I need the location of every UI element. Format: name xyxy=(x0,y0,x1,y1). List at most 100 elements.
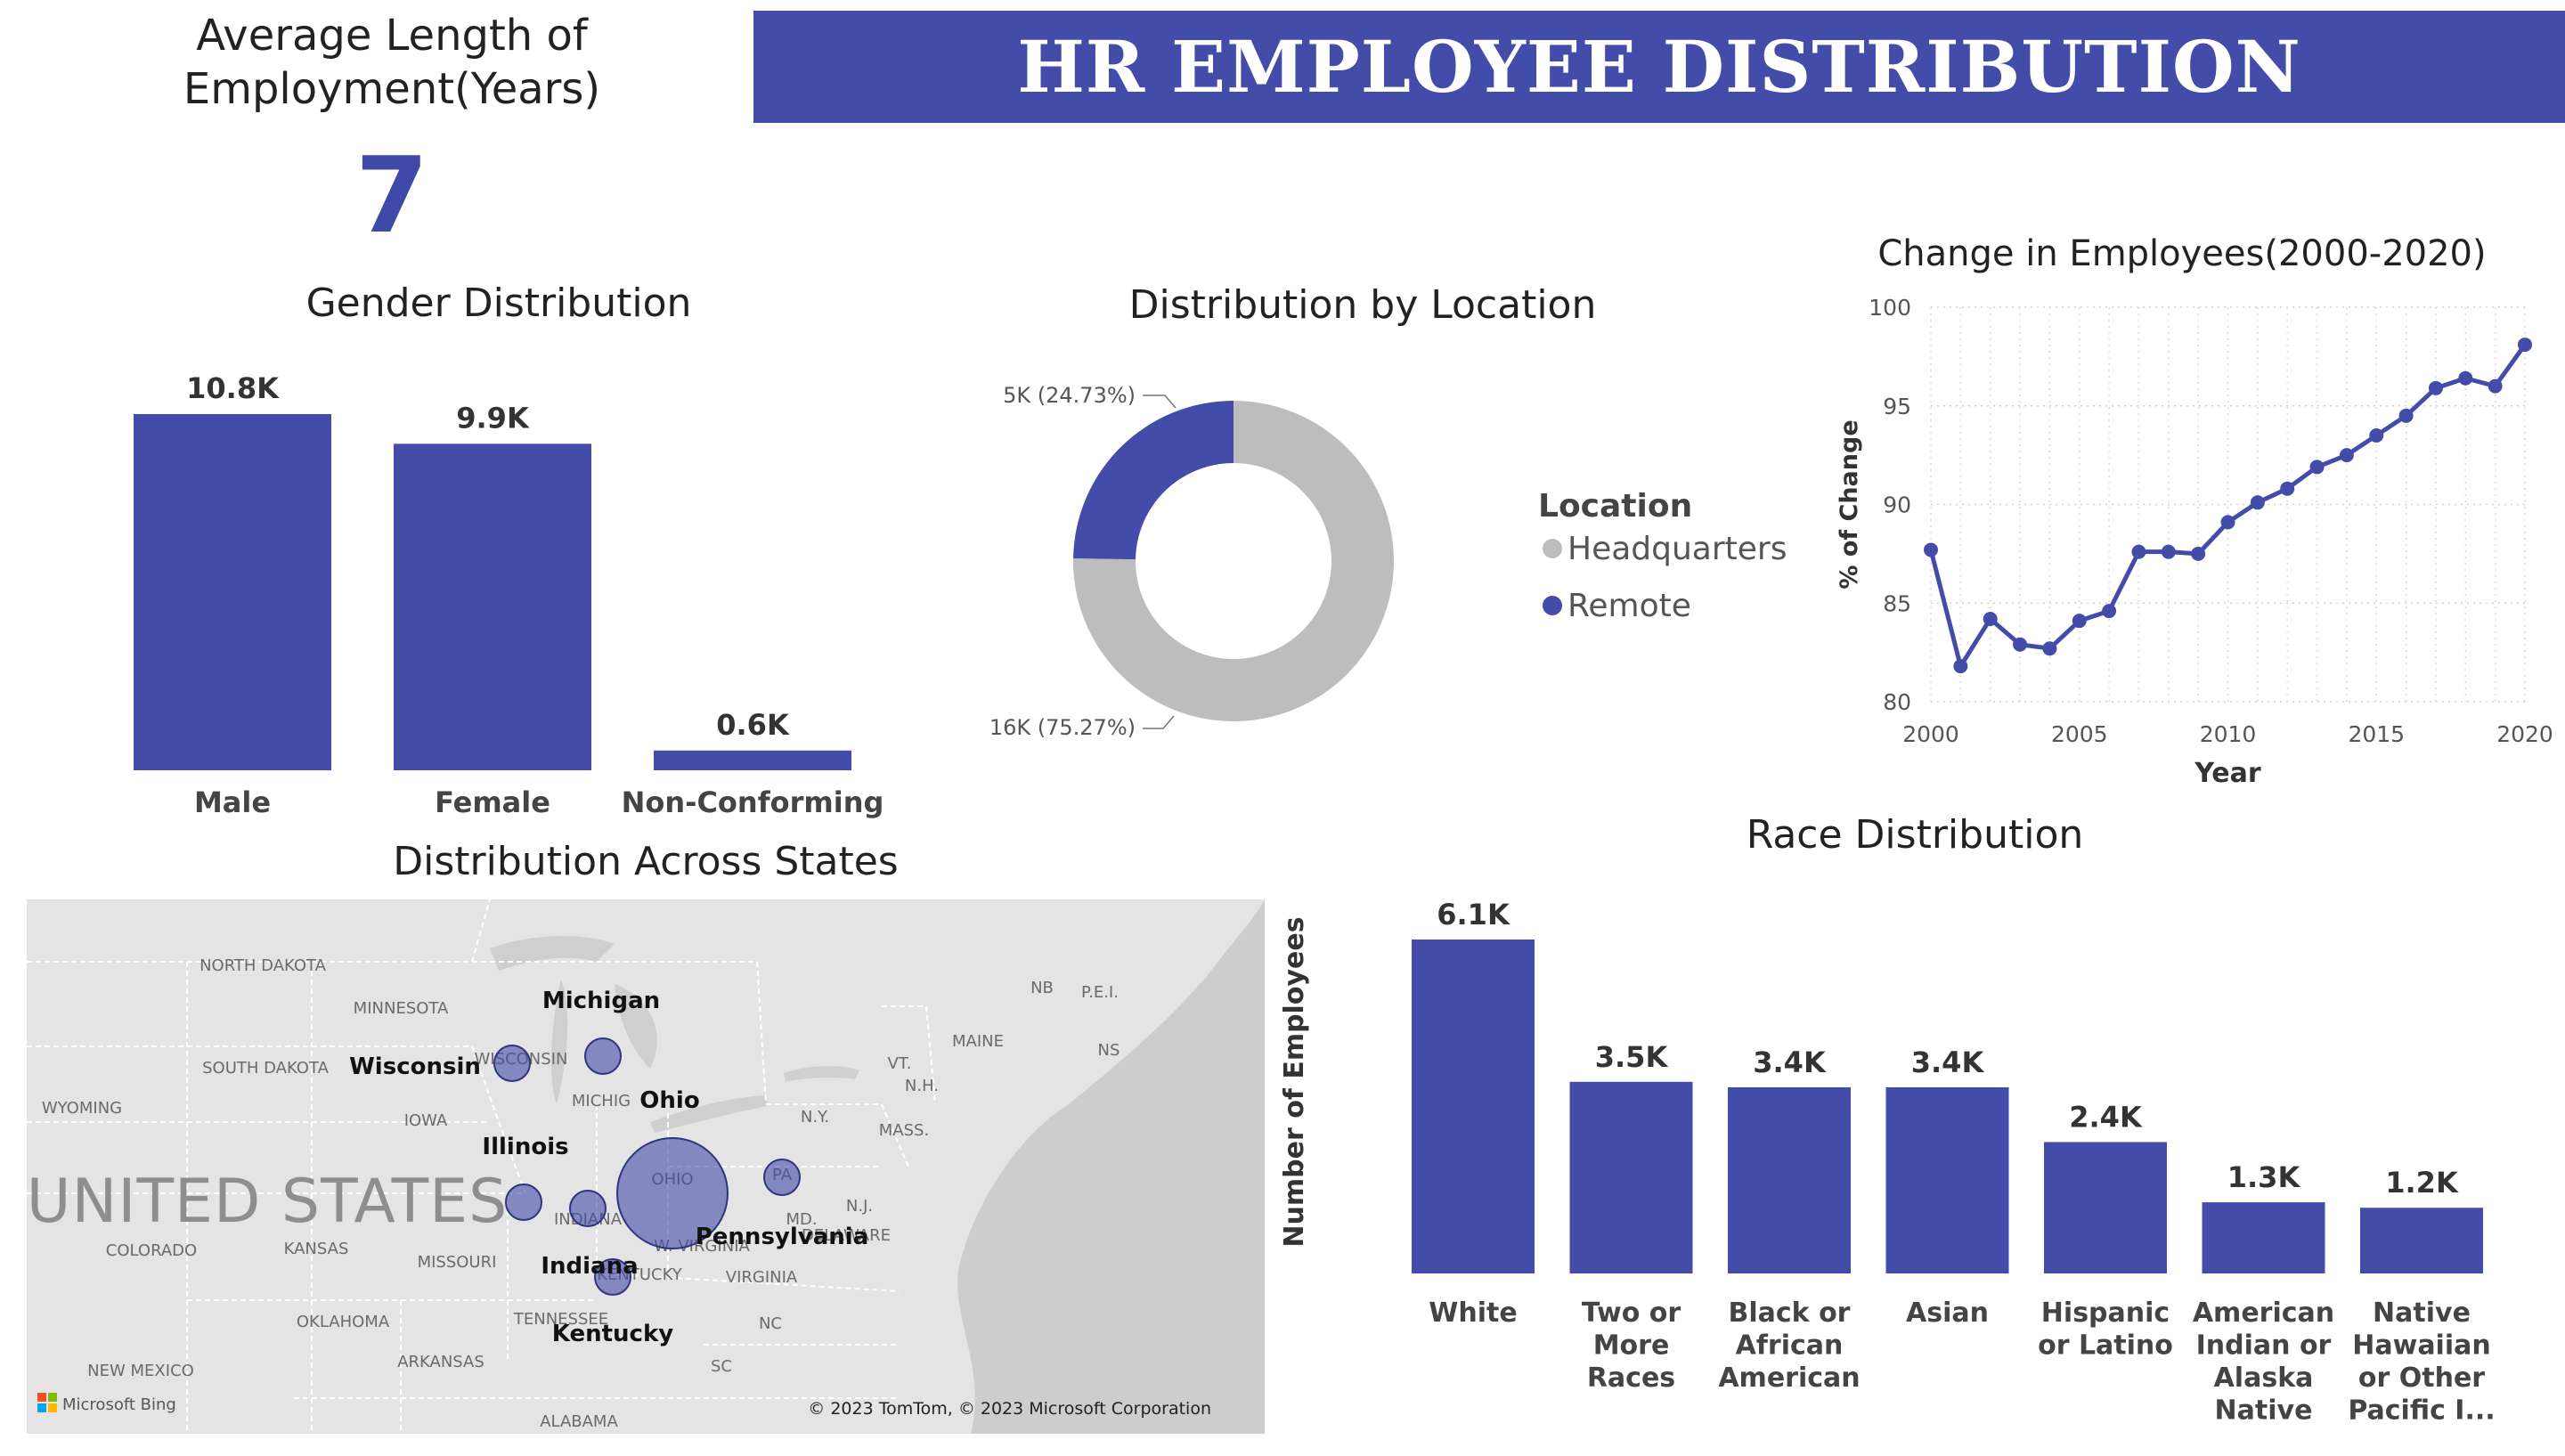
map-bubble-wisconsin[interactable] xyxy=(493,1045,531,1082)
gender-data-label: 9.9K xyxy=(456,401,530,435)
line-point[interactable] xyxy=(2131,544,2146,559)
map-label-oklahoma: OKLAHOMA xyxy=(297,1313,390,1331)
map-bubble-kentucky[interactable] xyxy=(594,1258,631,1296)
map-label-michig: MICHIG xyxy=(572,1092,631,1110)
line-point[interactable] xyxy=(2280,481,2295,496)
gender-category-label: Non-Conforming xyxy=(622,785,884,819)
map-label-md: MD. xyxy=(786,1210,817,1229)
donut-slice-remote[interactable] xyxy=(1073,401,1234,560)
race-data-label: 6.1K xyxy=(1437,898,1510,931)
race-category-label: American xyxy=(1718,1362,1860,1394)
line-point[interactable] xyxy=(2072,614,2087,629)
gender-category-label: Female xyxy=(435,785,550,819)
map-label-maine: MAINE xyxy=(952,1032,1004,1051)
line-point[interactable] xyxy=(2339,448,2354,463)
map-label-south-dakota: SOUTH DAKOTA xyxy=(202,1059,329,1078)
race-bar-hispanic-or-latino[interactable] xyxy=(2044,1142,2167,1273)
line-point[interactable] xyxy=(2220,515,2235,530)
legend-dot-headquarters xyxy=(1543,539,1562,558)
race-bar-asian[interactable] xyxy=(1885,1086,2009,1273)
race-bar-native-hawaiian-or-other-pacific-i[interactable] xyxy=(2360,1208,2483,1273)
donut-leader-remote xyxy=(1143,395,1177,409)
race-bar-american-indian-or-alaska-native[interactable] xyxy=(2202,1202,2325,1273)
states-map-canvas: NORTH DAKOTA MINNESOTA SOUTH DAKOTA WYOMING… xyxy=(27,899,1265,1434)
map-label-ny: N.Y. xyxy=(801,1108,829,1127)
map-label-colorado: COLORADO xyxy=(106,1241,197,1260)
race-category-label: Two or xyxy=(1582,1297,1682,1329)
legend-dot-remote xyxy=(1543,596,1562,615)
line-yaxis-title: % of Change xyxy=(1836,419,1863,589)
race-data-label: 3.5K xyxy=(1595,1040,1669,1074)
location-chart: 5K (24.73%) 16K (75.27%) Location Headquart… xyxy=(989,383,1787,740)
line-point[interactable] xyxy=(2518,338,2532,353)
gender-bar-male[interactable] xyxy=(134,414,331,770)
lake-ontario xyxy=(784,1066,859,1082)
line-point[interactable] xyxy=(2309,460,2325,475)
line-point[interactable] xyxy=(2102,604,2117,619)
map-bubble-pennsylvania[interactable] xyxy=(763,1159,801,1196)
line-point[interactable] xyxy=(2398,408,2414,423)
line-point[interactable] xyxy=(1953,659,1968,674)
map-bubble-illinois[interactable] xyxy=(505,1184,542,1221)
bing-logo-square xyxy=(48,1393,57,1402)
line-point[interactable] xyxy=(2042,641,2057,656)
legend-label-remote[interactable]: Remote xyxy=(1568,588,1691,624)
line-point[interactable] xyxy=(2161,544,2176,559)
map-state-label-pennsylvania: Pennsylvania xyxy=(696,1224,869,1250)
map-label-nh: N.H. xyxy=(905,1077,939,1095)
line-point[interactable] xyxy=(1983,611,1998,626)
race-category-label: Hispanic xyxy=(2041,1297,2170,1329)
race-category-label: Native xyxy=(2373,1297,2471,1329)
race-category-label: Black or xyxy=(1729,1297,1851,1329)
race-category-label: Races xyxy=(1587,1362,1675,1394)
race-category-label: White xyxy=(1429,1297,1517,1329)
line-point[interactable] xyxy=(2013,637,2028,652)
line-point[interactable] xyxy=(2369,427,2384,443)
state-border xyxy=(471,899,491,963)
bing-logo-square xyxy=(37,1403,46,1412)
race-bar-white[interactable] xyxy=(1412,939,1535,1273)
line-xtick-label: 2020 xyxy=(2496,721,2553,747)
race-category-label: American xyxy=(2193,1297,2334,1329)
line-point[interactable] xyxy=(2458,370,2473,386)
donut-slice-headquarters[interactable] xyxy=(1073,401,1394,721)
microsoft-bing-logo xyxy=(37,1393,57,1412)
line-point[interactable] xyxy=(2250,495,2265,510)
line-ytick-label: 100 xyxy=(1869,295,1911,321)
map-label-mass: MASS. xyxy=(879,1121,929,1140)
race-chart: Number of Employees 6.1K White 3.5K Two orMo… xyxy=(1279,898,2496,1427)
gender-bar-non-conforming[interactable] xyxy=(654,750,851,770)
kpi-title-line2: Employment(Years) xyxy=(183,64,601,114)
lake-superior xyxy=(490,935,615,971)
race-category-label: Pacific I... xyxy=(2348,1395,2495,1427)
race-data-label: 3.4K xyxy=(1911,1045,1985,1079)
map-label-arkansas: ARKANSAS xyxy=(397,1353,484,1371)
map-bubble-michigan[interactable] xyxy=(584,1037,622,1075)
lake-erie xyxy=(650,1095,768,1133)
bing-label: Microsoft Bing xyxy=(62,1395,176,1414)
line-ytick-label: 95 xyxy=(1883,394,1911,419)
gender-bar-female[interactable] xyxy=(394,443,591,770)
lake-michigan xyxy=(550,980,568,1104)
race-category-label: Alaska xyxy=(2214,1362,2314,1394)
line-point[interactable] xyxy=(2428,380,2443,395)
legend-label-headquarters[interactable]: Headquarters xyxy=(1568,531,1787,567)
line-point[interactable] xyxy=(1924,542,1938,557)
race-bar-two-or-more-races[interactable] xyxy=(1569,1081,1693,1273)
map-state-label-wisconsin: Wisconsin xyxy=(349,1053,481,1080)
race-category-label: Hawaiian xyxy=(2352,1330,2490,1362)
map-label-alabama: ALABAMA xyxy=(540,1412,618,1431)
race-category-label: Asian xyxy=(1906,1297,1989,1329)
race-bar-black-or-african-american[interactable] xyxy=(1728,1086,1851,1273)
line-point[interactable] xyxy=(2191,546,2206,561)
map-bubble-ohio[interactable] xyxy=(616,1137,729,1249)
state-border xyxy=(766,1103,909,1167)
map-bubble-indiana[interactable] xyxy=(569,1190,607,1227)
map-label-new-mexico: NEW MEXICO xyxy=(87,1362,194,1380)
map-state-label-michigan: Michigan xyxy=(542,988,660,1014)
location-legend-title: Location xyxy=(1538,488,1692,525)
line-point[interactable] xyxy=(2488,378,2503,394)
bing-logo-square xyxy=(37,1393,46,1402)
states-map[interactable]: NORTH DAKOTA MINNESOTA SOUTH DAKOTA WYOMING… xyxy=(27,899,1265,1434)
donut-leader-headquarters xyxy=(1143,715,1175,729)
